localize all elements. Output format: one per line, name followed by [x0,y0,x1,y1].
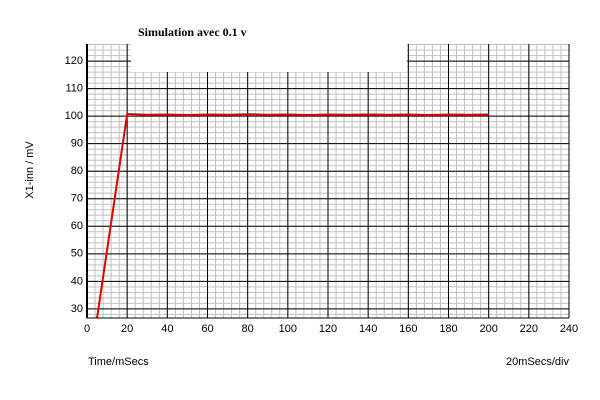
x-tick-label: 80 [242,323,254,335]
y-tick-label: 70 [71,193,83,205]
x-tick-label: 0 [84,323,90,335]
y-tick-label: 110 [65,83,83,95]
x-tick-label: 120 [319,323,337,335]
x-tick-label: 100 [279,323,297,335]
x-tick-label: 160 [399,323,417,335]
x-tick-label: 140 [359,323,377,335]
y-tick-label: 30 [71,303,83,315]
y-tick-label: 40 [71,275,83,287]
y-tick-label: 60 [71,220,83,232]
grid [86,44,570,318]
x-tick-label: 40 [161,323,173,335]
y-tick-label: 90 [71,138,83,150]
chart-title: Simulation avec 0.1 v [138,25,247,39]
y-tick-label: 120 [65,55,83,67]
y-axis-label: X1-inn / mV [24,141,36,199]
y-tick-label: 100 [65,110,83,122]
plot-area [96,112,489,318]
x-tick-label: 220 [520,323,538,335]
data-line [96,112,489,318]
x-tick-label: 200 [479,323,497,335]
axes: 0 20 40 60 80 100 120 140 160 180 200 220 240 30 40 50 6… [65,44,578,335]
y-tick-label: 50 [71,248,83,260]
x-tick-label: 180 [439,323,457,335]
y-tick-label: 80 [71,165,83,177]
x-tick-label: 240 [560,323,578,335]
title-mask [131,40,407,72]
x-axis-label: Time/mSecs [88,356,149,368]
x-tick-label: 20 [121,323,133,335]
x-tick-label: 60 [201,323,213,335]
scale-note: 20mSecs/div [506,356,569,368]
